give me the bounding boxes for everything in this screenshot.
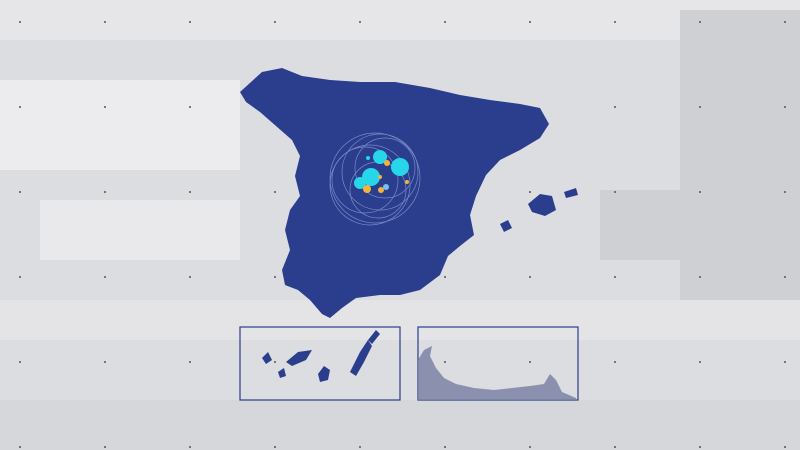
- grid-dot: [529, 276, 531, 278]
- grid-dot: [19, 276, 21, 278]
- data-bubble: [383, 184, 389, 190]
- grid-dot: [784, 446, 786, 448]
- grid-dot: [104, 21, 106, 23]
- ibiza-island: [500, 220, 512, 232]
- grid-dot: [19, 106, 21, 108]
- grid-dot: [784, 21, 786, 23]
- grid-dot: [614, 446, 616, 448]
- grid-dot: [274, 361, 276, 363]
- grid-dot: [444, 21, 446, 23]
- grid-dot: [529, 21, 531, 23]
- canary-island: [262, 352, 272, 364]
- menorca-island: [564, 188, 578, 198]
- data-bubble: [384, 160, 390, 166]
- grid-dot: [699, 276, 701, 278]
- spain-mainland: [240, 68, 549, 318]
- grid-dot: [189, 446, 191, 448]
- grid-dot: [699, 191, 701, 193]
- canary-island: [368, 330, 380, 344]
- grid-dot: [189, 191, 191, 193]
- grid-dot: [19, 21, 21, 23]
- data-bubble: [373, 150, 387, 164]
- grid-dot: [699, 446, 701, 448]
- canary-island: [350, 340, 372, 376]
- grid-dot: [104, 191, 106, 193]
- mallorca-island: [528, 194, 556, 216]
- north-africa-coast: [418, 346, 576, 400]
- data-bubble: [366, 156, 370, 160]
- data-bubble: [378, 187, 384, 193]
- grid-dot: [274, 21, 276, 23]
- grid-dot: [359, 446, 361, 448]
- background-band: [0, 0, 800, 40]
- grid-dot: [104, 276, 106, 278]
- grid-dot: [614, 21, 616, 23]
- canary-island: [278, 368, 286, 378]
- grid-dot: [189, 276, 191, 278]
- canary-island: [286, 350, 312, 366]
- grid-dot: [359, 21, 361, 23]
- grid-dot: [104, 106, 106, 108]
- grid-dot: [104, 446, 106, 448]
- inset-canary-islands: [239, 326, 401, 401]
- grid-dot: [614, 361, 616, 363]
- grid-dot: [699, 21, 701, 23]
- data-bubble: [362, 168, 380, 186]
- grid-dot: [529, 446, 531, 448]
- grid-dot: [189, 361, 191, 363]
- grid-dot: [614, 191, 616, 193]
- grid-dot: [444, 276, 446, 278]
- data-bubble: [391, 158, 409, 176]
- grid-dot: [189, 21, 191, 23]
- grid-dot: [274, 446, 276, 448]
- grid-dot: [104, 361, 106, 363]
- grid-dot: [19, 361, 21, 363]
- data-bubble: [378, 175, 382, 179]
- background-band: [0, 400, 800, 450]
- data-bubble: [363, 185, 371, 193]
- background-band: [40, 200, 240, 260]
- grid-dot: [444, 446, 446, 448]
- grid-dot: [529, 191, 531, 193]
- background-band: [0, 80, 240, 170]
- grid-dot: [274, 276, 276, 278]
- grid-dot: [19, 191, 21, 193]
- grid-dot: [784, 276, 786, 278]
- grid-dot: [784, 191, 786, 193]
- grid-dot: [444, 361, 446, 363]
- grid-dot: [699, 361, 701, 363]
- grid-dot: [614, 106, 616, 108]
- data-bubble: [405, 180, 409, 184]
- grid-dot: [19, 446, 21, 448]
- grid-dot: [529, 361, 531, 363]
- grid-dot: [274, 191, 276, 193]
- canary-island: [318, 366, 330, 382]
- grid-dot: [784, 361, 786, 363]
- background-band: [600, 190, 720, 260]
- data-bubbles: [354, 150, 409, 193]
- data-bubble: [354, 177, 366, 189]
- grid-dot: [189, 106, 191, 108]
- grid-dot: [784, 106, 786, 108]
- grid-dot: [699, 106, 701, 108]
- grid-dot: [614, 276, 616, 278]
